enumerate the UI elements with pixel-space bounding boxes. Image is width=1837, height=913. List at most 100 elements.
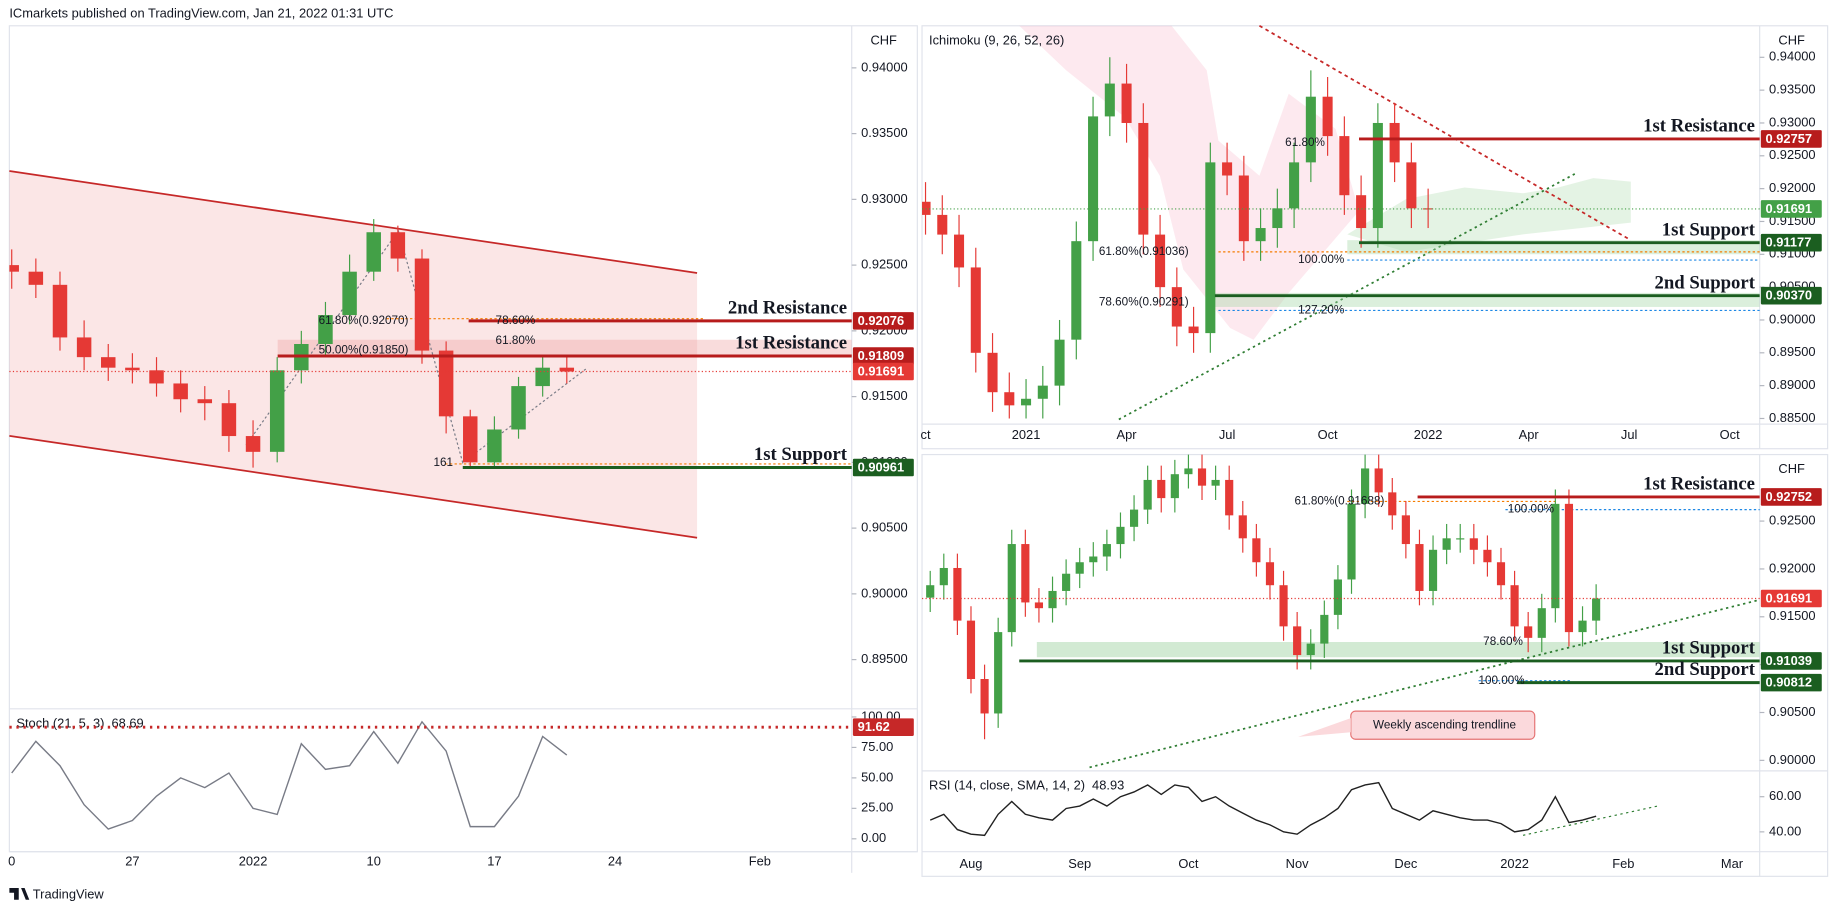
candle-body: [1401, 515, 1410, 545]
candle-body: [1428, 549, 1438, 591]
last-price-tag: 0.91691: [1766, 591, 1813, 606]
x-tick-label: Nov: [1286, 856, 1309, 871]
price-pane: [922, 57, 1434, 419]
candle-body: [1388, 492, 1397, 516]
candle-body: [463, 416, 478, 463]
candle-body: [953, 567, 962, 621]
currency: CHF: [1778, 461, 1805, 476]
level-tag: 0.91809: [858, 348, 905, 363]
trendline: [1089, 598, 1760, 769]
x-tick-label: 10: [367, 854, 381, 869]
candle-body: [1415, 544, 1424, 591]
candle-body: [1483, 549, 1492, 563]
candle-body: [1442, 538, 1451, 550]
candle-body: [1272, 208, 1283, 229]
level-tag-bg: [1760, 488, 1822, 506]
level-tag-bg: [1760, 286, 1822, 305]
candle-body: [994, 632, 1003, 714]
y-tick-label: 0.92500: [861, 257, 908, 272]
candle-body: [487, 429, 502, 463]
candle-body: [1551, 503, 1560, 609]
candle-body: [1564, 503, 1574, 633]
candle-body: [1356, 195, 1367, 229]
candle-body: [1238, 515, 1247, 539]
last-price-tag: 0.91691: [858, 363, 905, 378]
candle-body: [1075, 562, 1084, 574]
candle-body: [1347, 503, 1356, 580]
candle-body: [1537, 608, 1546, 638]
candle-body: [980, 679, 989, 714]
candle-body: [1138, 122, 1149, 235]
currency: CHF: [870, 32, 897, 47]
x-tick-label: ct: [921, 427, 931, 442]
candle-body: [1048, 590, 1057, 609]
x-tick-label: Jul: [1621, 427, 1637, 442]
y-tick-label: 75.00: [861, 739, 893, 754]
candle-body: [1184, 468, 1193, 475]
y-tick-label: 0.90500: [861, 520, 908, 535]
candle-body: [1238, 175, 1249, 242]
indicator-name: RSI (14, close, SMA, 14, 2): [929, 778, 1085, 793]
candle-body: [1157, 479, 1166, 499]
y-tick-label: 60.00: [1769, 788, 1801, 803]
candle-body: [1389, 122, 1400, 163]
candle-body: [1592, 598, 1601, 621]
candle-body: [1293, 626, 1302, 656]
candle-body: [76, 337, 92, 358]
annotation: 61.80%: [1285, 136, 1325, 149]
candle-body: [197, 399, 213, 404]
candle-body: [1205, 162, 1216, 334]
level-label: 1st Support: [1662, 637, 1756, 658]
last-price-tag-bg: [1760, 200, 1822, 218]
candle-body: [1279, 585, 1288, 627]
y-tick-label: 0.90000: [1769, 311, 1816, 326]
annotation: 61.80%: [496, 334, 536, 347]
level-label: 1st Support: [754, 444, 848, 465]
candle-body: [1456, 538, 1465, 540]
indicator-readout: 68.69: [111, 715, 143, 730]
candle-body: [1469, 538, 1478, 550]
x-tick-label: Sep: [1068, 856, 1091, 871]
candle-body: [1129, 509, 1139, 527]
candle-body: [1197, 468, 1207, 486]
y-tick-label: 0.90500: [1769, 704, 1816, 719]
annotation: 78.60%: [496, 314, 536, 327]
level-label: 2nd Support: [1654, 659, 1755, 680]
level-label: 2nd Resistance: [728, 297, 847, 318]
candle-body: [1320, 614, 1329, 644]
candle-body: [1524, 626, 1533, 638]
indicator-line: [11, 720, 568, 830]
indicator-readout: 48.93: [1092, 778, 1124, 793]
annotation: 61.80%(0.92070): [319, 314, 409, 327]
candle-body: [173, 383, 188, 400]
annotation: Weekly ascending trendline: [1373, 718, 1516, 731]
price-pane: [926, 454, 1601, 740]
candle-body: [926, 585, 935, 598]
candle-body: [438, 350, 454, 417]
y-tick-label: 0.90000: [861, 585, 908, 600]
candle-body: [966, 620, 976, 680]
y-tick-label: 0.93500: [861, 125, 908, 140]
candle-body: [342, 271, 357, 316]
y-tick-label: 0.94000: [1769, 49, 1816, 64]
y-tick-label: 0.93500: [1769, 82, 1816, 97]
level-tag: 0.92076: [858, 313, 905, 328]
x-tick-label: Oct: [1720, 427, 1740, 442]
candle-body: [1578, 620, 1587, 633]
x-tick-label: Oct: [1178, 856, 1198, 871]
candle-body: [970, 267, 981, 353]
x-tick-label: Dec: [1394, 856, 1417, 871]
y-tick-label: 0.92000: [1769, 560, 1816, 575]
candle-body: [1062, 573, 1071, 591]
level-tag: 0.90961: [858, 459, 905, 474]
x-tick-label: 2022: [1414, 427, 1443, 442]
footer: TradingView: [33, 886, 105, 901]
level-label: 1st Resistance: [1643, 116, 1755, 137]
candle-body: [1155, 234, 1166, 288]
tv-logo: [9, 888, 30, 900]
candle-body: [1007, 544, 1016, 633]
x-tick-label: Feb: [749, 854, 771, 869]
candle-body: [414, 258, 430, 351]
